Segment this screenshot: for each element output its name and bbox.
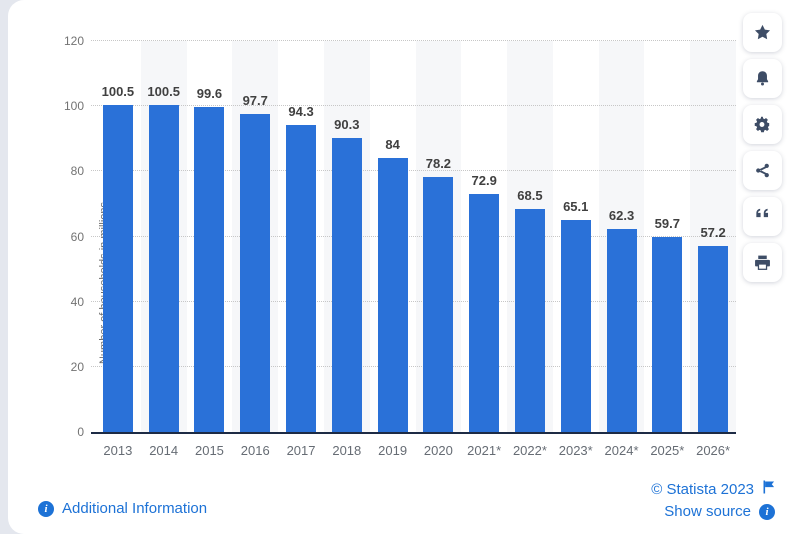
y-tick-label: 0 [77,425,84,439]
show-source-link[interactable]: Show source i [664,503,775,520]
gridline-120 [91,40,736,41]
bar-value-label: 94.3 [288,103,314,119]
chart-card: Number of households in millions 0204060… [8,0,793,534]
y-tick-label: 60 [70,229,84,244]
bar-2022*[interactable] [514,208,545,432]
chart-toolbar [743,13,782,282]
additional-information-link[interactable]: i Additional Information [38,500,207,517]
bar-column-2016: 97.7 [232,41,278,432]
bar-value-label: 84 [385,137,400,153]
bar-value-label: 97.7 [242,92,268,108]
x-tick-label-2018: 2018 [332,443,362,458]
cite-button[interactable] [743,197,782,236]
y-tick-label: 40 [70,294,84,309]
bar-2023*[interactable] [560,219,591,432]
bar-2021*[interactable] [469,194,500,432]
favorite-button[interactable] [743,13,782,52]
info-icon: i [38,500,54,517]
bar-value-label: 99.6 [196,86,223,102]
bar-2017[interactable] [286,124,317,432]
flag-icon [762,480,775,498]
bell-icon [754,70,771,87]
bar-value-label: 78.2 [425,156,452,172]
bar-column-2018: 90.3 [324,41,370,432]
bar-value-label: 57.2 [700,224,726,240]
bar-column-2014: 100.5 [141,41,187,432]
y-tick-label: 80 [70,164,84,179]
y-tick-label: 20 [70,359,84,374]
share-icon [754,162,771,179]
share-button[interactable] [743,151,782,190]
bar-column-2021*: 72.9 [461,41,507,432]
bar-column-2015: 99.6 [187,41,233,432]
bar-column-2025*: 59.7 [644,41,690,432]
bar-column-2017: 94.3 [278,41,324,432]
bar-2025*[interactable] [652,237,683,432]
bar-column-2024*: 62.3 [599,41,645,432]
x-axis-line [91,432,736,434]
y-tick-label: 100 [63,99,84,114]
star-icon [754,24,771,41]
x-tick-label-2023*: 2023* [558,443,593,458]
x-tick-label-2022*: 2022* [512,443,547,458]
bar-value-label: 59.7 [654,216,680,232]
quote-icon [754,208,771,225]
show-source-label: Show source [664,503,751,520]
bar-value-label: 68.5 [517,187,543,203]
gridline-80 [91,170,736,172]
gridline-100 [91,105,736,107]
bar-value-label: 100.5 [147,83,180,99]
bar-2016[interactable] [240,113,271,432]
bar-value-label: 72.9 [471,173,497,189]
x-tick-label-2020: 2020 [423,443,453,458]
bar-column-2013: 100.5 [95,41,141,432]
gridline-40 [91,300,736,302]
bar-value-label: 100.5 [101,83,135,99]
bar-value-label: 90.3 [334,116,360,132]
gridline-60 [91,235,736,237]
x-tick-label-2014: 2014 [149,443,179,458]
alert-button[interactable] [743,59,782,98]
bar-value-label: 65.1 [563,198,589,214]
x-tick-label-2024*: 2024* [604,443,639,458]
gridline-20 [91,365,736,367]
info-icon: i [759,503,775,520]
settings-button[interactable] [743,105,782,144]
x-axis-labels: 2013 2014 2015 2016 2017 2018 2019 2020 2021* 202… [95,443,736,459]
gear-icon [754,116,771,133]
print-button[interactable] [743,243,782,282]
x-tick-label-2015: 2015 [194,443,224,458]
bar-2018[interactable] [331,137,362,432]
bar-column-2023*: 65.1 [553,41,599,432]
x-tick-label-2025*: 2025* [650,443,685,458]
printer-icon [754,254,771,271]
x-tick-label-2013: 2013 [103,443,133,458]
bar-column-2020: 78.2 [416,41,462,432]
bar-2015[interactable] [194,107,225,432]
bar-2024*[interactable] [606,229,637,432]
bar-2019[interactable] [377,158,408,432]
bar-column-2019: 84 [370,41,416,432]
statista-copyright-link[interactable]: © Statista 2023 [651,480,775,498]
copyright-label: © Statista 2023 [651,480,754,498]
x-tick-label-2021*: 2021* [467,443,502,458]
bar-column-2022*: 68.5 [507,41,553,432]
x-tick-label-2026*: 2026* [696,443,731,458]
x-tick-label-2019: 2019 [378,443,408,458]
bar-2020[interactable] [423,177,454,432]
bar-column-2026*: 57.2 [690,41,736,432]
y-tick-label: 120 [63,34,84,48]
bar-chart-plot-area: Number of households in millions 0204060… [64,34,736,439]
bar-2014[interactable] [148,104,179,432]
bar-2026*[interactable] [698,245,729,432]
bar-value-label: 62.3 [608,208,635,224]
bar-2013[interactable] [102,104,133,432]
additional-information-label: Additional Information [62,500,208,517]
x-tick-label-2017: 2017 [286,443,316,458]
x-tick-label-2016: 2016 [240,443,270,458]
